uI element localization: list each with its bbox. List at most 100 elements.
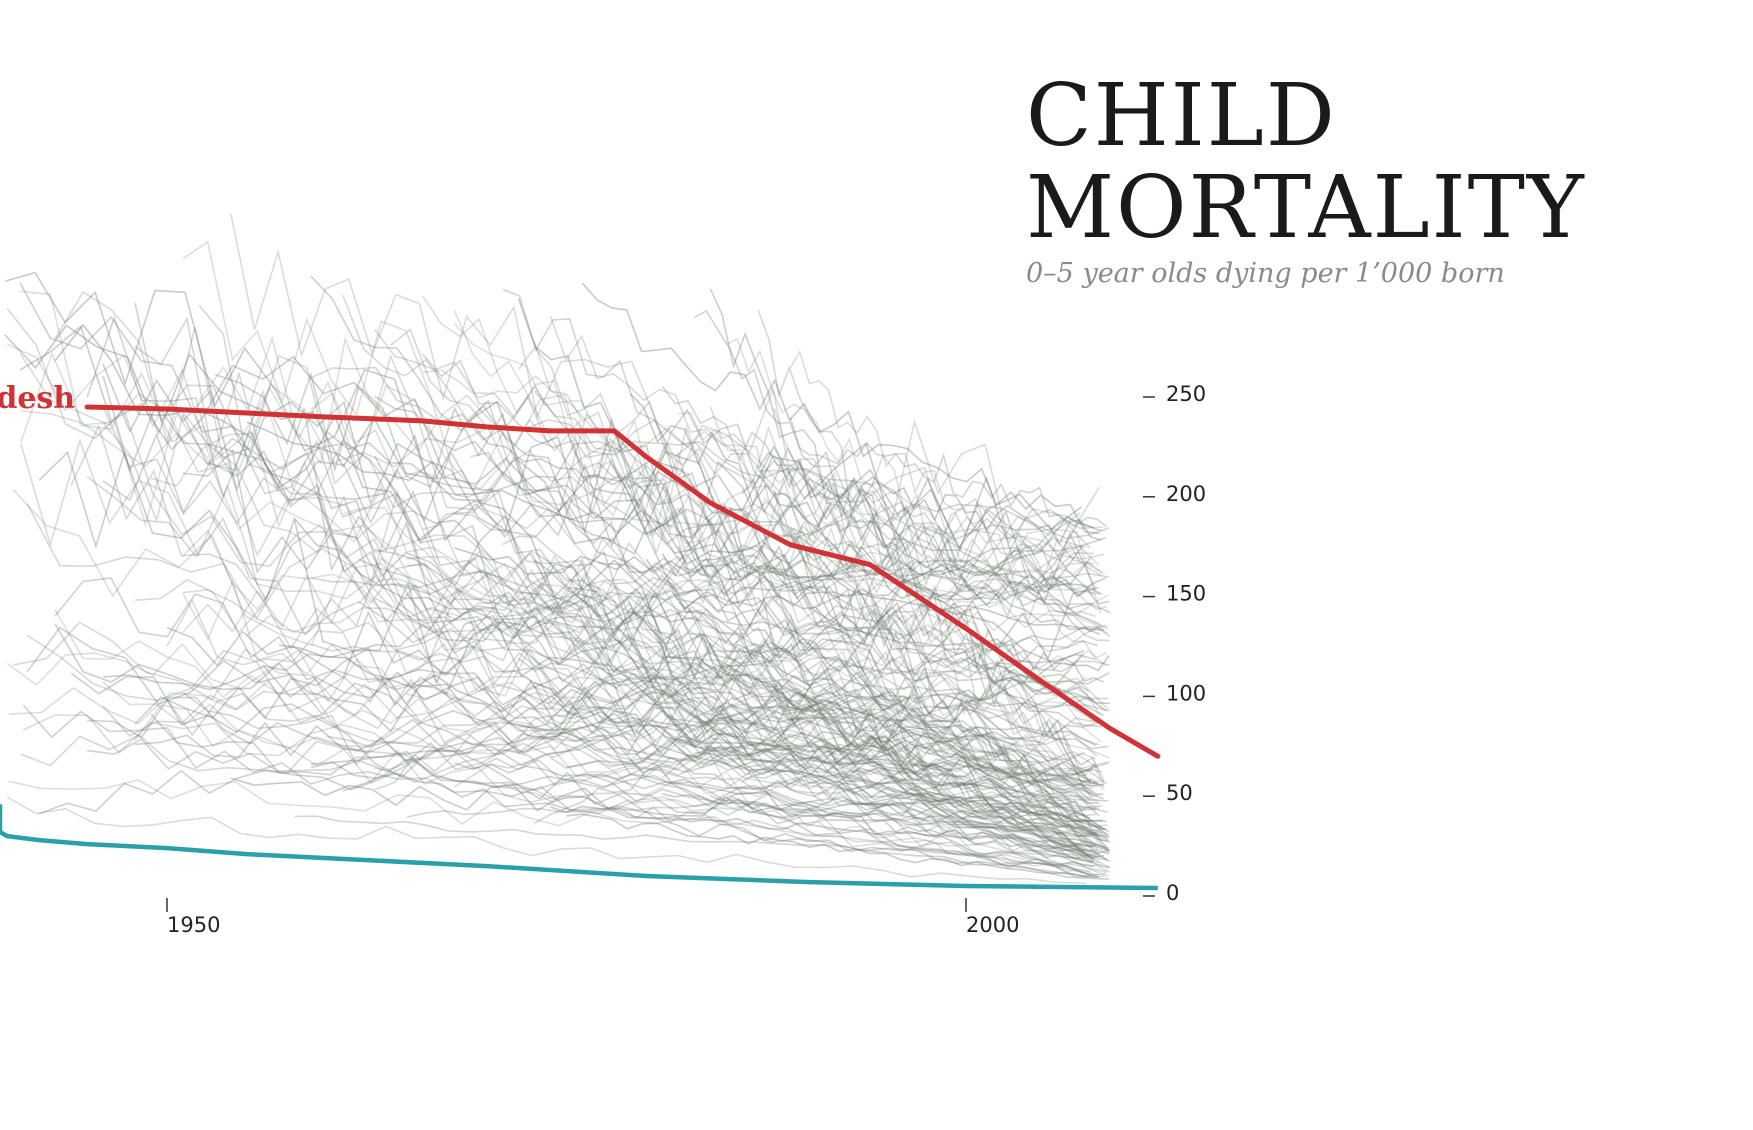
y-tick-label: 250 (1166, 382, 1206, 406)
country-line (454, 762, 1102, 809)
country-line (693, 310, 1102, 786)
country-line (310, 761, 1110, 880)
country-line (677, 748, 1100, 858)
country-line (4, 271, 1085, 664)
country-line (54, 608, 1090, 873)
country-line (534, 660, 1110, 824)
country-line (310, 392, 1110, 759)
country-line (470, 557, 1104, 606)
country-line (790, 649, 1107, 682)
country-line (342, 506, 1091, 837)
country-line (310, 672, 1110, 769)
country-line (597, 561, 1103, 726)
country-line (54, 323, 1091, 819)
x-tick-label: 1950 (167, 913, 220, 937)
country-line (517, 635, 1109, 854)
country-line (342, 294, 1092, 783)
country-line (6, 343, 1087, 624)
country-line (454, 323, 1103, 743)
country-line (725, 337, 1108, 667)
country-line (470, 452, 1104, 800)
y-tick-label: 100 (1166, 681, 1206, 705)
country-line (13, 621, 1108, 852)
country-line (182, 522, 1100, 633)
country-line (422, 353, 1099, 746)
country-line (294, 518, 1109, 839)
country-line (87, 738, 1093, 823)
country-line (533, 390, 1111, 854)
country-line (182, 486, 1101, 635)
country-line (598, 562, 1102, 728)
country-line (230, 777, 1104, 823)
country-line (262, 537, 1106, 672)
country-line (677, 601, 1100, 785)
country-line (86, 475, 1093, 849)
country-line (4, 324, 1082, 550)
country-line (6, 642, 1087, 723)
country-line (661, 553, 1110, 707)
country-line (502, 535, 1108, 785)
chart-title: CHILD MORTALITY (1026, 70, 1586, 254)
country-line (406, 563, 1098, 858)
country-line (326, 735, 1111, 843)
country-line (709, 794, 1105, 859)
country-line (102, 432, 1094, 596)
x-tick-label: 2000 (966, 913, 1019, 937)
country-line (741, 478, 1110, 605)
country-line (789, 416, 1108, 528)
y-tick-label: 150 (1166, 582, 1206, 606)
country-line (182, 579, 1100, 864)
country-line (422, 295, 1100, 836)
country-line (789, 526, 1108, 835)
country-line (789, 613, 1108, 852)
country-line (102, 411, 1094, 791)
country-line (102, 406, 1094, 794)
country-line (390, 328, 1096, 723)
bangladesh-series-line (84, 404, 1161, 759)
country-line (390, 583, 1096, 664)
country-line (741, 655, 1110, 783)
country-line (662, 793, 1110, 838)
country-line (550, 805, 1096, 848)
country-line (709, 288, 1105, 783)
country-line (566, 640, 1099, 716)
country-line (469, 420, 1104, 717)
country-line (182, 529, 1100, 837)
country-line (358, 573, 1093, 605)
baseline-series-line (0, 803, 1158, 891)
country-line (12, 489, 1108, 829)
country-lines (4, 213, 1111, 884)
country-line (310, 555, 1110, 589)
country-line (566, 600, 1098, 852)
country-line (374, 767, 1094, 836)
country-line (358, 558, 1093, 864)
country-line (342, 557, 1092, 792)
country-line (134, 578, 1096, 818)
country-line (134, 302, 1097, 858)
country-line (246, 553, 1105, 636)
country-line (182, 240, 1100, 629)
country-line (566, 813, 1098, 878)
country-line (630, 574, 1107, 611)
country-line (20, 734, 1086, 779)
country-line (517, 298, 1109, 836)
country-line (773, 572, 1105, 683)
country-line (87, 696, 1093, 795)
country-line (566, 722, 1098, 768)
country-line (134, 703, 1097, 758)
country-line (678, 412, 1101, 715)
country-line (8, 675, 1110, 727)
country-line (629, 759, 1106, 877)
country-line (214, 371, 1103, 593)
country-line (246, 421, 1105, 631)
country-line (582, 473, 1101, 636)
country-line (645, 484, 1109, 635)
country-line (422, 369, 1100, 566)
country-line (406, 556, 1098, 795)
country-line (182, 415, 1100, 817)
country-line (19, 290, 1084, 853)
country-line (150, 432, 1098, 757)
country-line (374, 329, 1094, 565)
country-line (758, 466, 1102, 576)
country-line (550, 757, 1096, 810)
